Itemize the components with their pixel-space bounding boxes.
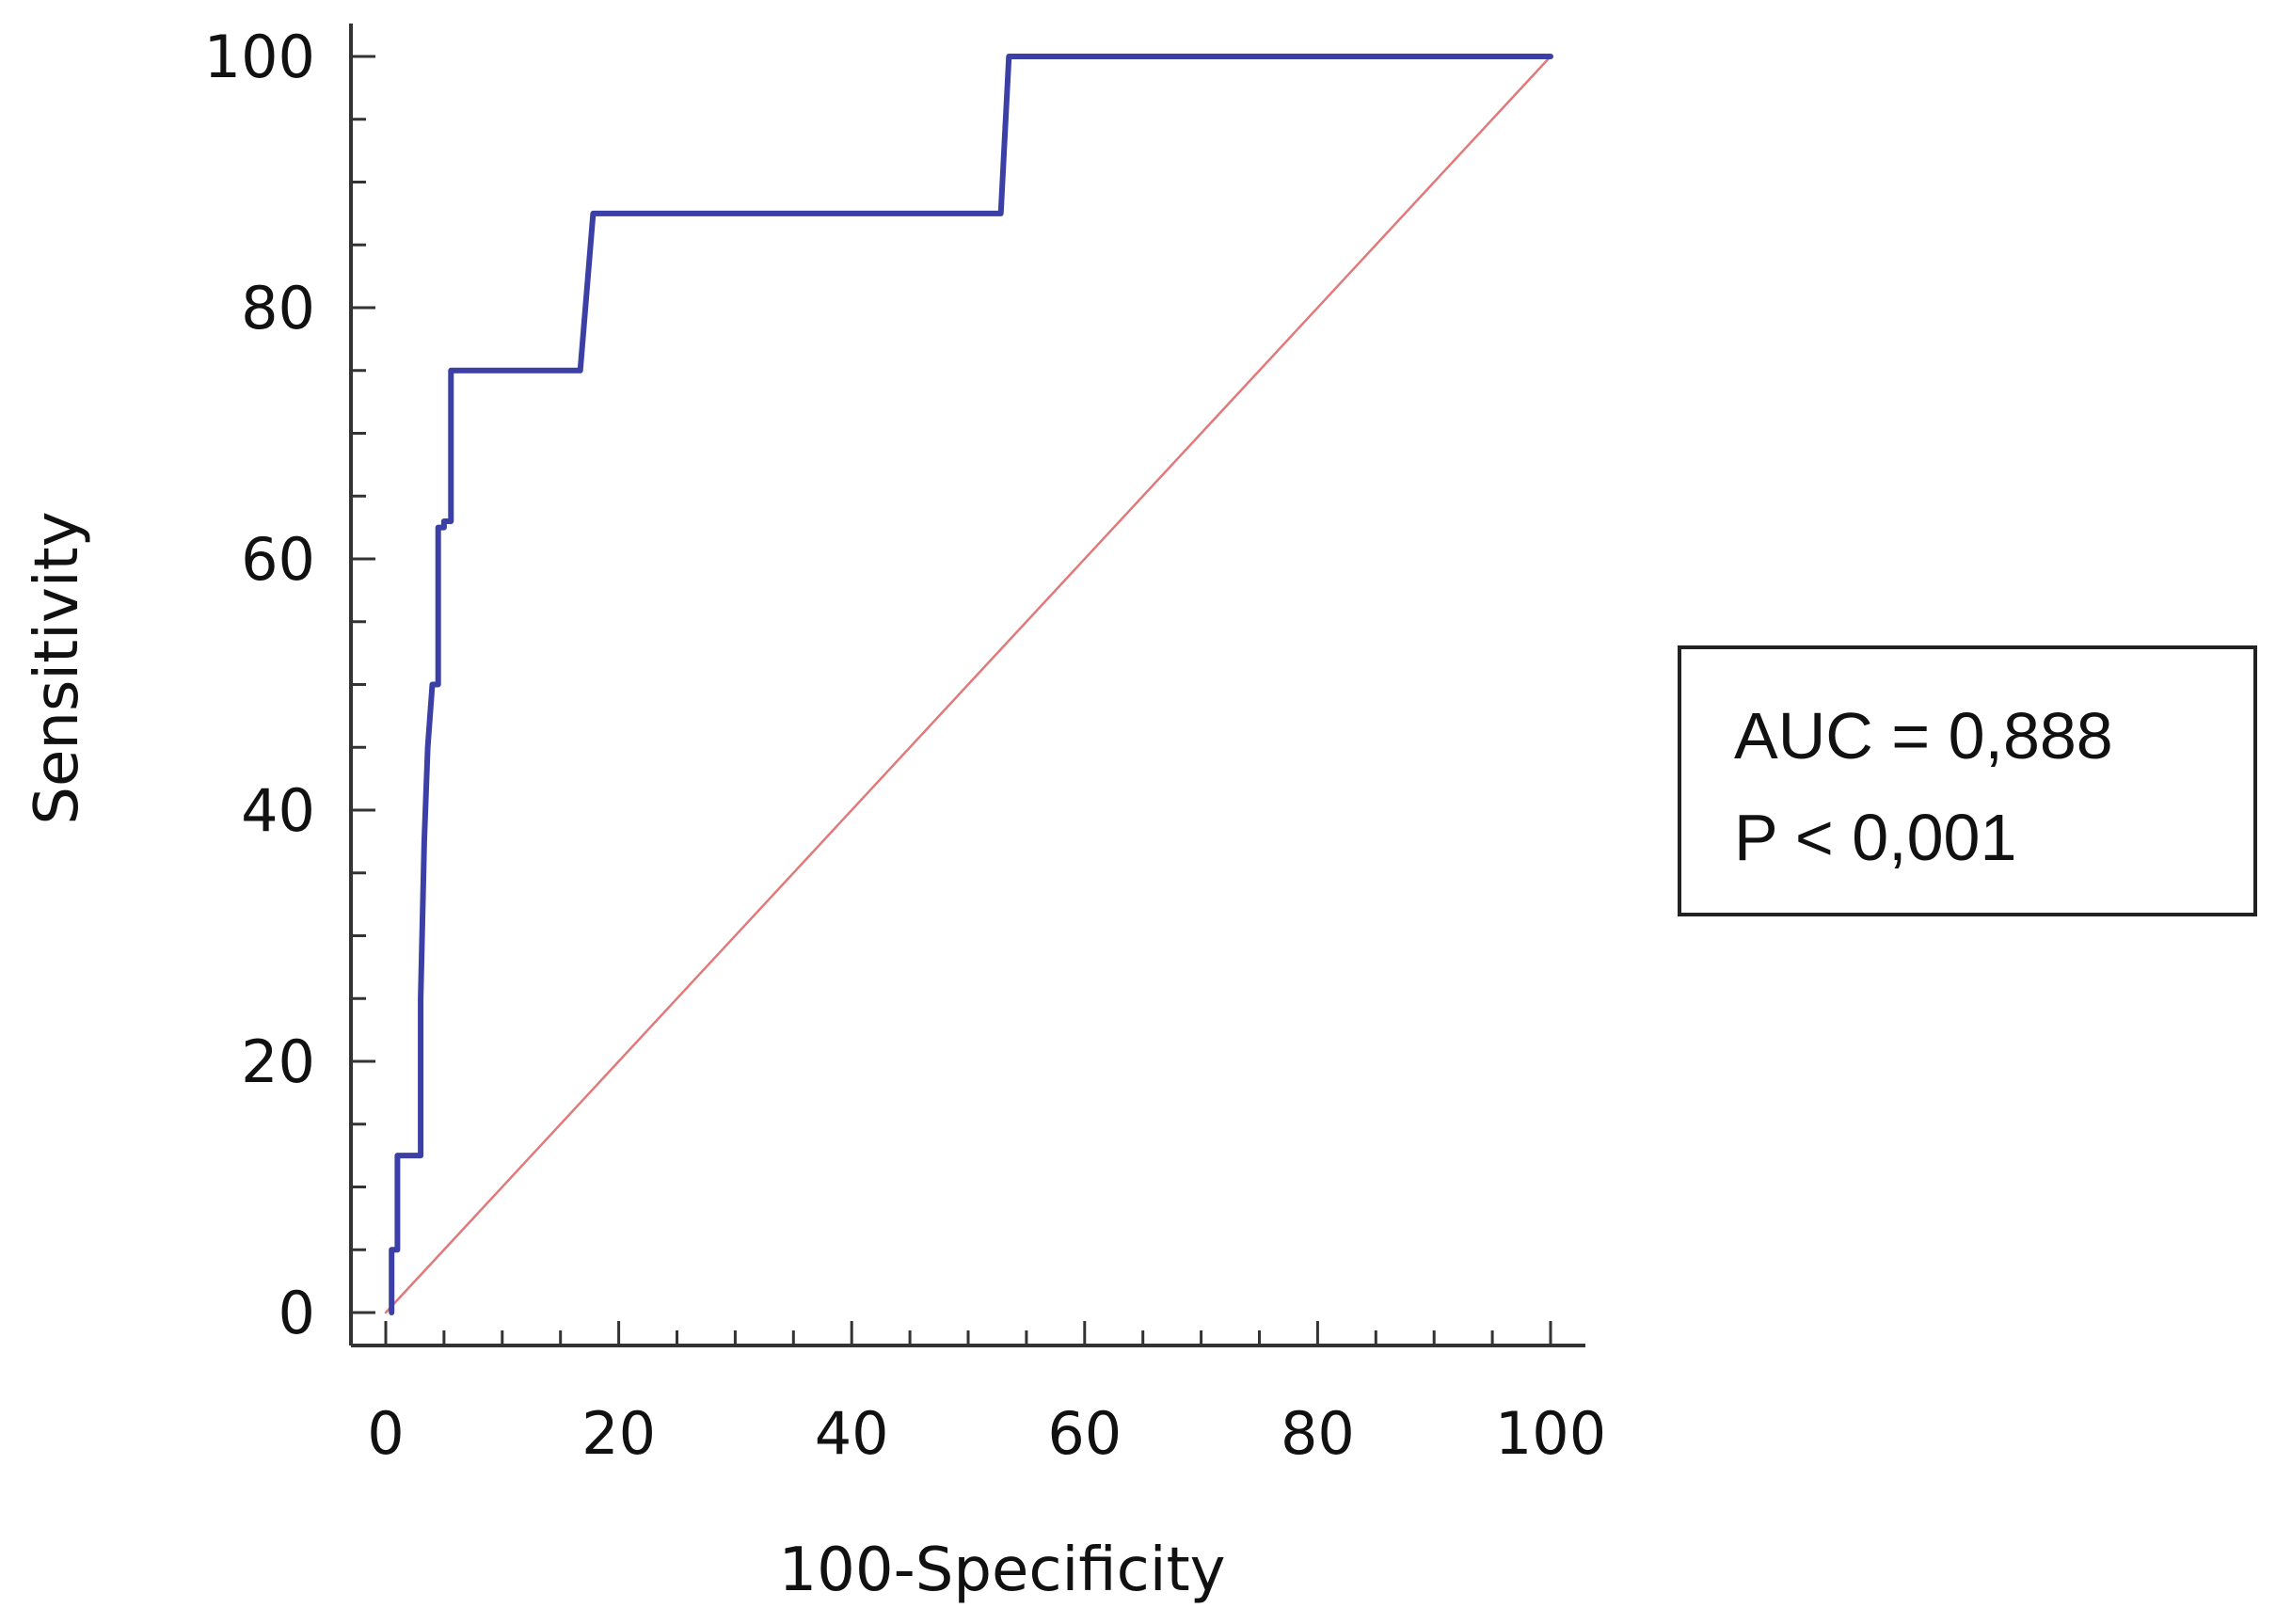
x-tick-label: 60 [1047,1399,1122,1468]
ticks: 0 20 40 60 80 100 0 20 40 60 80 100 [204,23,1607,1468]
y-tick-label: 0 [279,1279,315,1347]
x-tick-label: 40 [815,1399,889,1468]
y-tick-label: 100 [204,23,315,91]
y-tick-label: 20 [241,1027,315,1096]
y-tick-label: 40 [241,776,315,845]
x-axis-title: 100-Specificity [778,1536,1225,1605]
y-tick-label: 80 [241,274,315,342]
x-tick-label: 20 [581,1399,656,1468]
x-tick-label: 100 [1495,1399,1606,1468]
reference-diagonal-line [384,55,1552,1314]
auc-annotation: AUC = 0,888 [1734,699,2113,772]
x-tick-label: 80 [1281,1399,1355,1468]
series-group [384,54,1553,1315]
roc-curve-line [389,54,1553,1315]
p-value-annotation: P < 0,001 [1734,801,2017,874]
y-axis-title: Sensitivity [23,511,92,824]
x-tick-label: 0 [367,1399,404,1468]
stats-annotation-box: AUC = 0,888 P < 0,001 [1678,645,2257,916]
y-tick-label: 60 [241,525,315,594]
